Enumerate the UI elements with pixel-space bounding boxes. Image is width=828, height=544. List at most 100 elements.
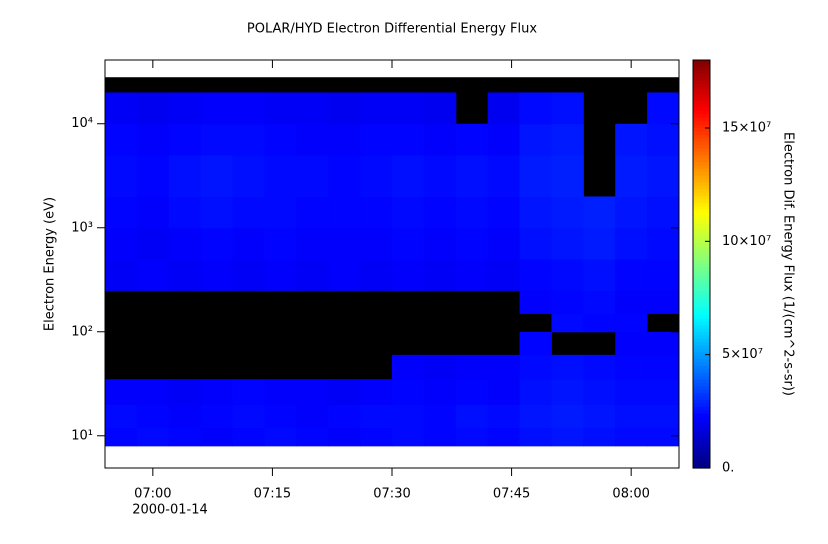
colorbar-strip xyxy=(693,376,710,381)
colorbar-strip xyxy=(693,315,710,319)
spectrogram-cell xyxy=(647,155,680,197)
spectrogram-cell xyxy=(168,92,202,125)
colorbar-strip xyxy=(693,131,710,136)
spectrogram-cell xyxy=(423,92,457,125)
x-tick-label: 07:45 xyxy=(493,487,530,502)
colorbar-strip xyxy=(693,73,710,78)
colorbar-tick-label: 0. xyxy=(722,461,734,476)
colorbar-strip xyxy=(693,267,710,272)
spectrogram-cell xyxy=(105,196,138,229)
spectrogram-cell xyxy=(551,427,584,447)
colorbar-strip xyxy=(693,277,710,282)
spectrogram-cell xyxy=(136,404,170,429)
spectrogram-cell xyxy=(647,196,680,229)
spectrogram-cell xyxy=(551,313,584,333)
spectrogram-cell xyxy=(328,404,361,429)
spectrogram-cell xyxy=(455,404,489,429)
colorbar-strip xyxy=(693,216,710,221)
colorbar-strip xyxy=(693,77,710,81)
colorbar-strip xyxy=(693,206,710,211)
colorbar-strip xyxy=(693,104,710,109)
colorbar-tick-label: 5×10⁷ xyxy=(722,347,763,362)
colorbar-strip xyxy=(693,406,710,411)
colorbar-strip xyxy=(693,141,710,146)
spectrogram-cell xyxy=(487,196,521,229)
spectrogram-cell xyxy=(168,227,202,260)
spectrogram-cell xyxy=(519,155,552,197)
spectrogram-cell xyxy=(423,379,457,405)
colorbar-strip xyxy=(693,83,710,88)
spectrogram-cell xyxy=(615,313,648,333)
spectrogram-cell xyxy=(647,354,680,380)
colorbar-strip xyxy=(693,284,710,289)
colorbar-strip xyxy=(693,148,710,153)
colorbar-strip xyxy=(693,298,710,302)
spectrogram-cell xyxy=(487,227,521,260)
spectrogram-cell xyxy=(296,404,329,429)
colorbar-strip xyxy=(693,185,710,190)
colorbar-strip xyxy=(693,342,710,347)
colorbar-strip xyxy=(693,107,710,112)
spectrogram-cell xyxy=(168,404,202,429)
spectrogram-cell xyxy=(519,123,552,156)
colorbar-strip xyxy=(693,117,710,122)
x-tick-label: 07:30 xyxy=(373,487,410,502)
colorbar-strip xyxy=(693,400,710,404)
spectrogram-cell xyxy=(200,427,234,447)
spectrogram-cell xyxy=(551,290,584,314)
colorbar-strip xyxy=(693,451,710,455)
spectrogram-cell xyxy=(551,404,584,429)
spectrogram-cell xyxy=(360,227,393,260)
spectrogram-cell xyxy=(264,427,297,447)
spectrogram-cell xyxy=(200,196,234,229)
spectrogram-cell xyxy=(264,196,297,229)
spectrogram-cell xyxy=(551,379,584,405)
colorbar-strip xyxy=(693,66,710,71)
date-label: 2000-01-14 xyxy=(132,503,208,518)
chart-title: POLAR/HYD Electron Differential Energy F… xyxy=(247,22,537,37)
colorbar-strip xyxy=(693,128,710,132)
spectrogram-cell xyxy=(232,227,265,260)
spectrogram-cell xyxy=(136,92,170,125)
colorbar-strip xyxy=(693,179,710,183)
colorbar-strip xyxy=(693,440,710,445)
spectrogram-cell xyxy=(296,227,329,260)
colorbar-strip xyxy=(693,464,710,469)
spectrogram-cell xyxy=(392,427,425,447)
spectrogram-cell xyxy=(105,123,138,156)
y-axis-label: Electron Energy (eV) xyxy=(43,197,58,331)
spectrogram-cell xyxy=(296,196,329,229)
spectrogram-cell xyxy=(455,379,489,405)
spectrogram-cell xyxy=(551,196,584,229)
colorbar-strip xyxy=(693,209,710,214)
spectrogram-cell xyxy=(423,196,457,229)
spectrogram-cell xyxy=(551,259,584,291)
spectrogram-cell xyxy=(136,155,170,197)
spectrogram-cell xyxy=(296,155,329,197)
spectrogram-cell xyxy=(615,331,648,356)
spectrogram-cell xyxy=(392,155,425,197)
spectrogram-cell xyxy=(360,196,393,229)
colorbar-strip xyxy=(693,124,710,129)
spectrogram-cell xyxy=(615,404,648,429)
spectrogram-cell xyxy=(615,196,648,229)
colorbar-strip xyxy=(693,121,710,126)
colorbar-strip xyxy=(693,202,710,207)
spectrogram-cell xyxy=(105,92,138,125)
y-tick-label: 10² xyxy=(71,324,93,339)
spectrogram-cell xyxy=(519,354,552,380)
colorbar-strip xyxy=(693,253,710,258)
spectrogram-cell xyxy=(264,155,297,197)
spectrogram-cell xyxy=(200,379,234,405)
spectrogram-cell xyxy=(392,123,425,156)
colorbar-strip xyxy=(693,260,710,265)
spectrogram-cell xyxy=(647,259,680,291)
spectrogram-cell xyxy=(360,427,393,447)
colorbar-strip xyxy=(693,87,710,92)
spectrogram-cell xyxy=(455,155,489,197)
colorbar-strip xyxy=(693,70,710,75)
colorbar-strip xyxy=(693,264,710,268)
colorbar-strip xyxy=(693,233,710,238)
spectrogram-cell xyxy=(487,427,521,447)
colorbar-strip xyxy=(693,454,710,459)
